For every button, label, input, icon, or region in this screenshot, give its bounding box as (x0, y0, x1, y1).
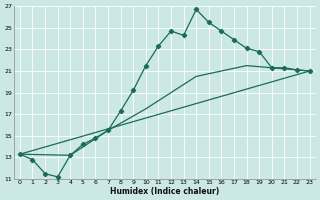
X-axis label: Humidex (Indice chaleur): Humidex (Indice chaleur) (110, 187, 219, 196)
